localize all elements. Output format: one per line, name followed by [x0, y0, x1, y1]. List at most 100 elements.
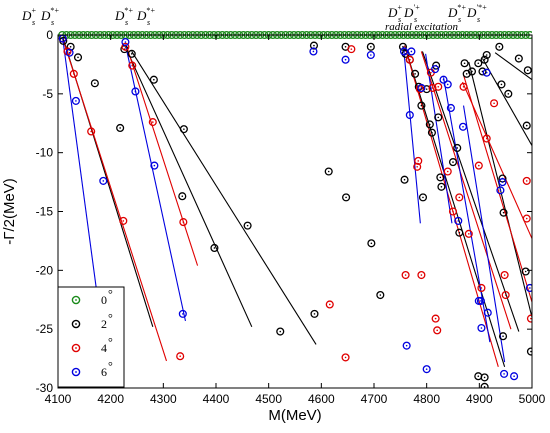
- series-6deg-marker-dot: [480, 327, 483, 329]
- series-6deg-point: [402, 341, 411, 350]
- series-2deg-point: [523, 66, 532, 75]
- series-2deg-point: [178, 192, 187, 201]
- series-6deg-marker-dot: [410, 50, 413, 53]
- series-2deg-marker: [455, 228, 464, 237]
- series-4deg-marker-dot: [431, 87, 434, 89]
- series-2deg-marker: [497, 80, 506, 89]
- series-4deg-marker-dot: [452, 210, 454, 213]
- annotation-radial-a: D: [387, 5, 398, 20]
- series-6deg-marker: [150, 161, 159, 170]
- annotation-dsstar-dsstar-2-b: D: [466, 5, 477, 20]
- series-2deg-marker: [400, 175, 409, 184]
- series-2deg-point: [497, 80, 506, 89]
- series-6deg-marker-dot: [446, 83, 449, 86]
- series-4deg-marker-dot: [468, 233, 470, 235]
- series-2deg-marker-dot: [507, 93, 510, 95]
- series-2deg-point: [498, 332, 508, 341]
- series-6deg-marker-dot: [344, 58, 347, 61]
- series-6deg-point: [454, 216, 463, 225]
- series-6deg-marker: [458, 122, 468, 131]
- series-2deg-point: [495, 42, 504, 51]
- annotation-dsstar-dsstar-2-b-sup: '*+: [476, 3, 487, 12]
- series-6deg-point: [431, 65, 440, 74]
- series-6deg-marker: [476, 296, 485, 305]
- series-2deg-point: [474, 59, 483, 68]
- series-2deg-marker-dot: [429, 123, 431, 126]
- series-6deg-marker: [407, 47, 416, 56]
- series-2deg-point: [276, 327, 285, 336]
- series-4deg-point: [87, 127, 96, 136]
- annotation-dsstar-dsstar-a-sup: *+: [124, 6, 133, 15]
- series-2deg-marker: [499, 208, 508, 217]
- series-6deg-point: [498, 178, 507, 187]
- series-6deg-marker: [500, 369, 509, 378]
- annotation-dsstar-dsstar-a: D: [114, 8, 125, 23]
- series-4deg-fit-line: [404, 45, 499, 367]
- x-tick-label: 4600: [308, 392, 335, 406]
- series-4deg-marker: [455, 193, 464, 202]
- series-6deg-point: [65, 48, 74, 57]
- series-4deg-marker-dot: [344, 356, 347, 359]
- series-2deg-marker-dot: [483, 58, 486, 61]
- series-4deg-marker: [526, 314, 532, 323]
- y-tick-label: -30: [36, 381, 54, 395]
- series-2deg-marker-dot: [183, 128, 185, 130]
- series-2deg-marker-dot: [130, 53, 133, 55]
- series-6deg-point: [309, 47, 318, 56]
- series-2deg-marker-dot: [279, 330, 282, 333]
- annotation-ds-dsstar-b-sup: *+: [50, 6, 59, 15]
- series-6deg-point: [422, 365, 431, 374]
- annotation-dsstar-dsstar-2-b-sub: s: [477, 15, 480, 24]
- series-2deg-marker: [127, 49, 136, 58]
- series-2deg-point: [411, 69, 420, 78]
- series-2deg-point: [427, 128, 436, 137]
- series-6deg-fit-line: [62, 38, 100, 310]
- series-2deg-point: [309, 41, 319, 50]
- x-tick-label: 4800: [413, 392, 440, 406]
- series-2deg-marker-dot: [477, 375, 480, 378]
- series-4deg-point: [325, 300, 334, 309]
- series-2deg-marker-dot: [344, 45, 347, 48]
- series-6deg-marker-dot: [75, 100, 77, 102]
- series-2deg-marker: [324, 167, 333, 176]
- series-2deg-point: [398, 42, 408, 51]
- series-2deg-marker: [178, 192, 187, 201]
- series-6deg-marker-dot: [182, 313, 184, 315]
- series-6deg-point: [341, 55, 350, 64]
- series-2deg-marker-dot: [456, 147, 459, 149]
- series-2deg-point: [149, 75, 158, 84]
- series-4deg-marker: [464, 229, 473, 238]
- series-4deg-marker: [325, 300, 334, 309]
- series-2deg-marker: [309, 41, 319, 50]
- series-4deg-marker-dot: [419, 88, 421, 90]
- series-4deg-marker-dot: [446, 170, 449, 173]
- series-4deg-point: [341, 353, 350, 362]
- series-4deg-point: [522, 176, 531, 185]
- series-2deg-point: [127, 49, 136, 58]
- legend: 0 °2 °4 °6 °: [57, 286, 125, 388]
- series-2deg-marker-dot: [379, 294, 382, 296]
- series-2deg-marker: [310, 309, 319, 318]
- series-2deg-marker: [73, 53, 83, 62]
- series-2deg-fit-line: [482, 58, 532, 146]
- series-6deg-marker: [498, 178, 507, 187]
- series-2deg-point: [434, 113, 443, 122]
- series-2deg-point: [460, 59, 469, 68]
- series-4deg-marker: [347, 45, 356, 54]
- series-4deg-marker-dot: [503, 274, 506, 276]
- series-4deg-marker: [69, 69, 78, 78]
- series-6deg-marker: [439, 75, 448, 84]
- series-2deg-marker-dot: [518, 57, 520, 60]
- x-tick-label: 4900: [466, 392, 493, 406]
- series-2deg-marker-dot: [213, 247, 216, 249]
- annotation-ds-dsstar-b: D: [40, 8, 51, 23]
- series-6deg-marker-dot: [450, 107, 452, 109]
- series-2deg-marker: [504, 89, 513, 98]
- series-4deg-point: [413, 162, 422, 171]
- series-2deg-marker: [482, 50, 491, 60]
- annotation-radial-b-sub: s: [414, 15, 417, 24]
- series-6deg-marker-dot: [529, 287, 531, 289]
- series-2deg-point: [90, 79, 99, 88]
- annotation-dsstar-dsstar-b: D: [136, 8, 147, 23]
- series-6deg-marker-dot: [503, 373, 505, 375]
